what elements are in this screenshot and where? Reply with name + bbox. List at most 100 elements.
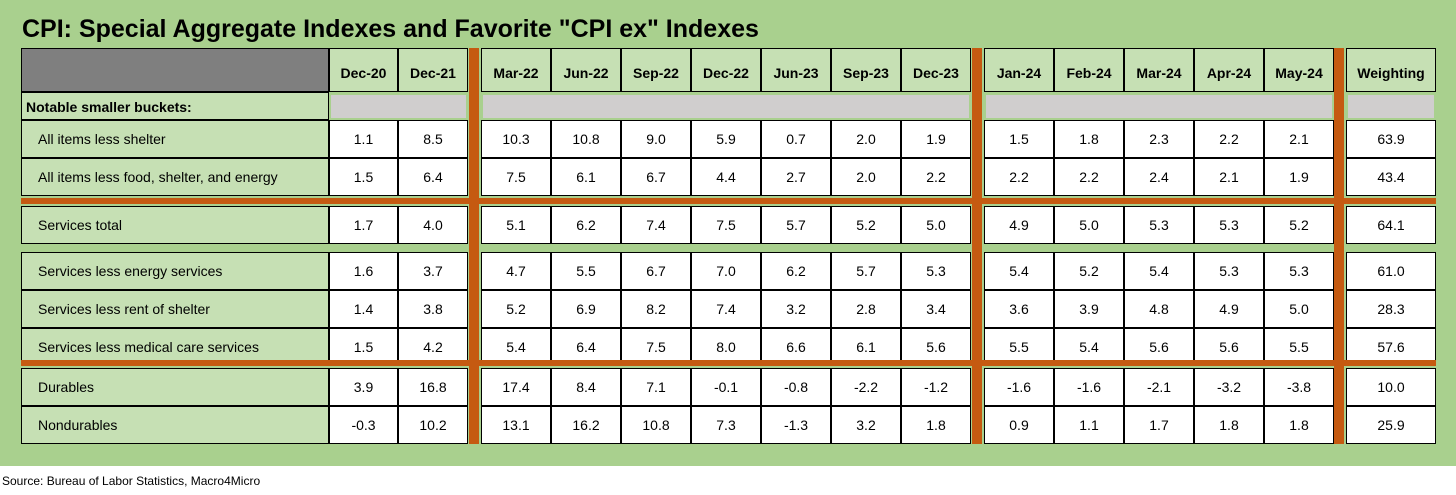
data-cell: 1.8	[901, 406, 971, 444]
data-cell: 1.9	[1264, 158, 1334, 196]
data-cell: 1.5	[329, 328, 398, 366]
cpi-table: Dec-20 Dec-21 Mar-22 Jun-22 Sep-22 Dec-22 Jun-…	[21, 48, 1436, 444]
column-header: Sep-23	[831, 48, 901, 92]
data-cell: -1.6	[1054, 368, 1124, 406]
column-header: Mar-24	[1124, 48, 1194, 92]
data-cell: -3.8	[1264, 368, 1334, 406]
data-cell: 1.8	[1054, 120, 1124, 158]
row-label: Nondurables	[21, 406, 329, 444]
header-gray-band	[483, 95, 969, 118]
row-label: Durables	[21, 368, 329, 406]
data-cell: 10.0	[1346, 368, 1436, 406]
row-group-separator	[21, 360, 1436, 366]
group-separator	[972, 48, 982, 444]
header-corner	[21, 48, 329, 92]
data-cell: 3.8	[398, 290, 468, 328]
data-cell: 16.2	[551, 406, 621, 444]
data-cell: 2.7	[761, 158, 831, 196]
data-cell: 1.8	[1264, 406, 1334, 444]
data-cell: 5.6	[1194, 328, 1264, 366]
data-cell: 4.9	[1194, 290, 1264, 328]
data-cell: 2.3	[1124, 120, 1194, 158]
header-gray-band	[1348, 95, 1434, 118]
data-cell: 3.2	[831, 406, 901, 444]
data-cell: 1.6	[329, 252, 398, 290]
data-cell: 3.7	[398, 252, 468, 290]
data-cell: -1.3	[761, 406, 831, 444]
data-cell: 7.5	[481, 158, 551, 196]
data-cell: 1.7	[329, 206, 398, 244]
data-cell: 16.8	[398, 368, 468, 406]
data-cell: -2.2	[831, 368, 901, 406]
data-cell: 7.4	[691, 290, 761, 328]
column-header: Mar-22	[481, 48, 551, 92]
data-cell: 2.2	[901, 158, 971, 196]
column-header: Dec-21	[398, 48, 468, 92]
data-cell: 2.1	[1194, 158, 1264, 196]
data-cell: 7.0	[691, 252, 761, 290]
column-header: May-24	[1264, 48, 1334, 92]
data-cell: 6.6	[761, 328, 831, 366]
data-cell: 4.4	[691, 158, 761, 196]
data-cell: 1.5	[984, 120, 1054, 158]
data-cell: 10.8	[621, 406, 691, 444]
data-cell: 61.0	[1346, 252, 1436, 290]
data-cell: 5.7	[761, 206, 831, 244]
data-cell: 5.2	[1264, 206, 1334, 244]
data-cell: 6.1	[831, 328, 901, 366]
row-label: Services less energy services	[21, 252, 329, 290]
data-cell: 2.2	[1194, 120, 1264, 158]
data-cell: 1.8	[1194, 406, 1264, 444]
data-cell: 6.9	[551, 290, 621, 328]
data-cell: 9.0	[621, 120, 691, 158]
data-cell: 7.5	[691, 206, 761, 244]
source-note: Source: Bureau of Labor Statistics, Macr…	[2, 474, 261, 488]
data-cell: 8.4	[551, 368, 621, 406]
data-cell: 5.5	[984, 328, 1054, 366]
data-cell: 64.1	[1346, 206, 1436, 244]
data-cell: 5.3	[1124, 206, 1194, 244]
data-cell: 4.7	[481, 252, 551, 290]
data-cell: 1.5	[329, 158, 398, 196]
data-cell: 3.9	[329, 368, 398, 406]
column-header: Dec-23	[901, 48, 971, 92]
column-header: Dec-20	[329, 48, 398, 92]
data-cell: 5.6	[1124, 328, 1194, 366]
data-cell: 5.3	[1194, 206, 1264, 244]
chart-title: CPI: Special Aggregate Indexes and Favor…	[22, 15, 759, 43]
data-cell: 5.7	[831, 252, 901, 290]
data-cell: 5.4	[1054, 328, 1124, 366]
data-cell: 2.8	[831, 290, 901, 328]
header-gray-band	[331, 95, 466, 118]
data-cell: 0.7	[761, 120, 831, 158]
data-cell: 4.0	[398, 206, 468, 244]
data-cell: 28.3	[1346, 290, 1436, 328]
column-header: Jan-24	[984, 48, 1054, 92]
data-cell: 7.5	[621, 328, 691, 366]
group-separator	[469, 48, 479, 444]
data-cell: 4.8	[1124, 290, 1194, 328]
data-cell: 2.1	[1264, 120, 1334, 158]
data-cell: -0.8	[761, 368, 831, 406]
column-header: Weighting	[1346, 48, 1436, 92]
data-cell: 6.2	[551, 206, 621, 244]
data-cell: 3.9	[1054, 290, 1124, 328]
row-group-separator	[21, 198, 1436, 204]
data-cell: 2.0	[831, 158, 901, 196]
data-cell: 5.6	[901, 328, 971, 366]
group-separator	[1334, 48, 1344, 444]
data-cell: -3.2	[1194, 368, 1264, 406]
data-cell: 7.1	[621, 368, 691, 406]
data-cell: 6.1	[551, 158, 621, 196]
data-cell: 43.4	[1346, 158, 1436, 196]
data-cell: 5.4	[1124, 252, 1194, 290]
data-cell: 5.0	[901, 206, 971, 244]
data-cell: 5.5	[1264, 328, 1334, 366]
data-cell: 7.3	[691, 406, 761, 444]
data-cell: 8.5	[398, 120, 468, 158]
data-cell: 5.9	[691, 120, 761, 158]
data-cell: 17.4	[481, 368, 551, 406]
data-cell: 6.2	[761, 252, 831, 290]
data-cell: 5.4	[481, 328, 551, 366]
data-cell: 5.2	[1054, 252, 1124, 290]
